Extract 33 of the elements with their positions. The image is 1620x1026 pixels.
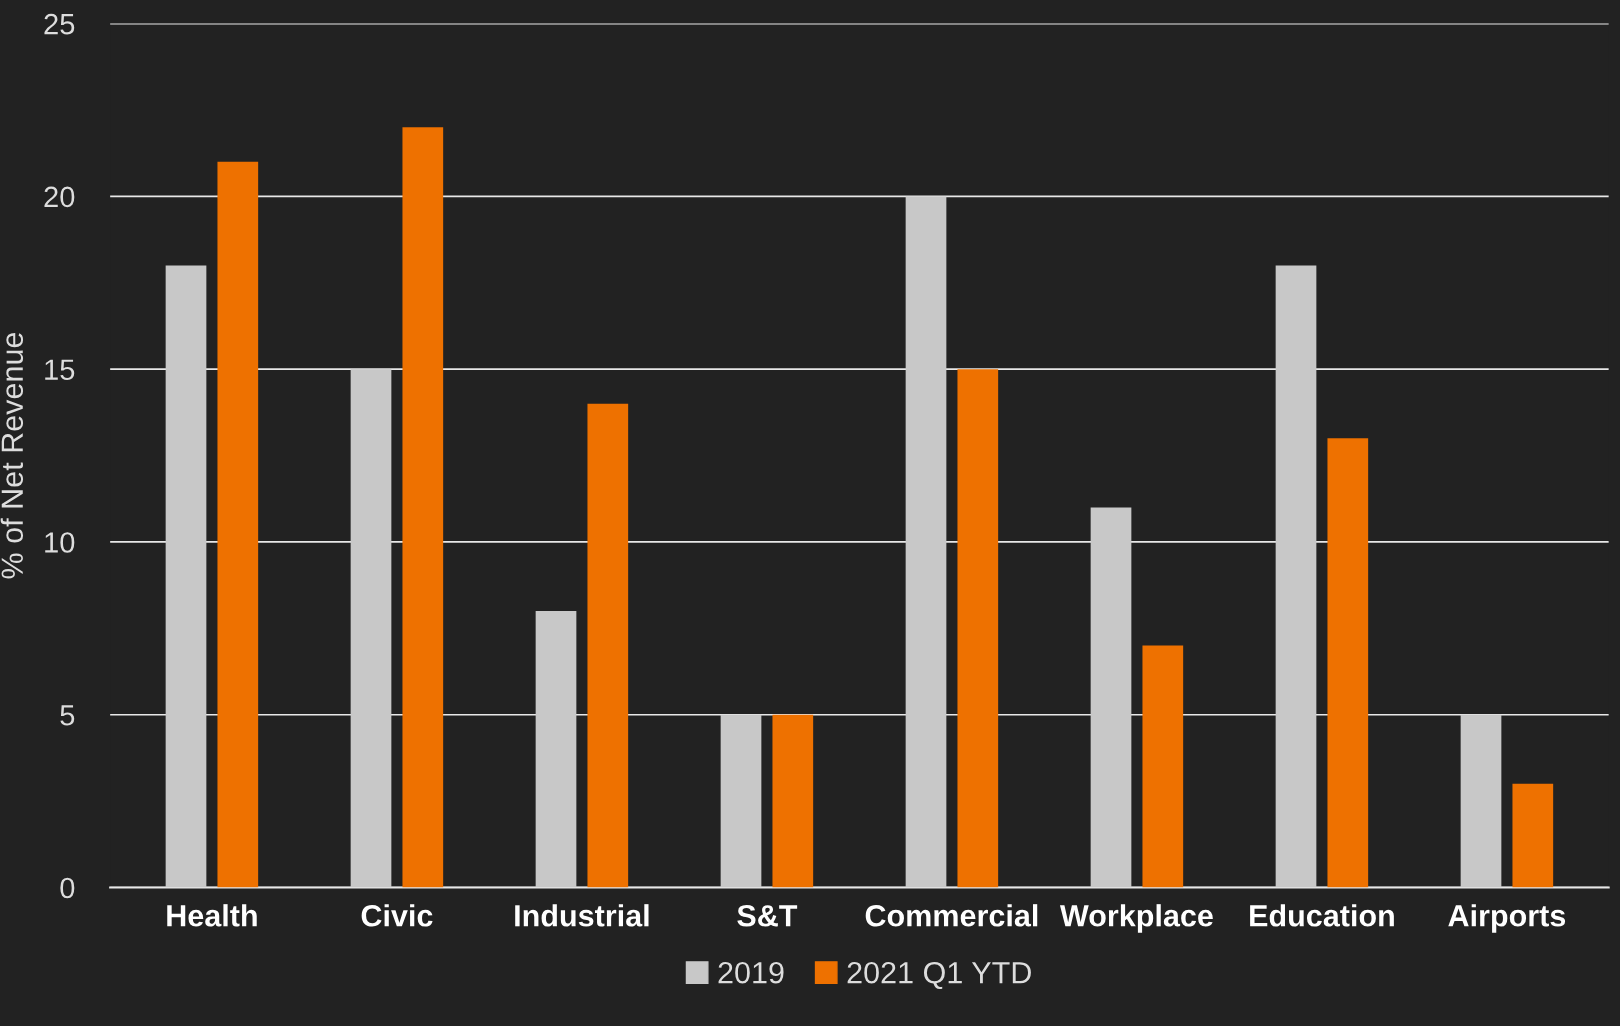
bar	[165, 265, 207, 888]
bar	[1090, 507, 1132, 888]
bar	[957, 369, 999, 888]
bar	[905, 196, 947, 888]
bar	[1327, 438, 1369, 888]
x-tick-label: Airports	[1448, 904, 1566, 933]
x-tick-label: Commercial	[865, 904, 1038, 927]
bar	[1512, 783, 1554, 888]
y-tick-label: 0	[60, 877, 75, 899]
legend-label: 2021 Q1 YTD	[847, 961, 1031, 990]
x-tick-label: Education	[1250, 904, 1394, 927]
bar	[535, 611, 577, 888]
x-tick-label: S&T	[737, 904, 798, 927]
y-tick-label: 20	[44, 186, 75, 208]
bar	[402, 127, 444, 888]
bar	[1275, 265, 1317, 888]
y-axis-title: % of Net Revenue	[0, 332, 24, 579]
bar	[772, 714, 814, 888]
y-tick-label: 15	[45, 359, 75, 381]
bar	[350, 369, 392, 888]
y-tick-label: 10	[45, 532, 75, 553]
bar	[587, 403, 629, 888]
bar	[720, 714, 762, 888]
x-tick-label: Civic	[361, 904, 433, 927]
x-tick-label: Industrial	[515, 904, 649, 927]
y-tick-label: 25	[44, 13, 75, 35]
bar	[217, 161, 259, 888]
x-tick-label: Health	[167, 904, 257, 927]
bar	[1460, 714, 1502, 888]
x-tick-label: Workplace	[1059, 904, 1213, 933]
legend-label: 2019	[718, 961, 784, 984]
y-tick-label: 5	[60, 705, 75, 726]
bar	[1142, 645, 1184, 888]
